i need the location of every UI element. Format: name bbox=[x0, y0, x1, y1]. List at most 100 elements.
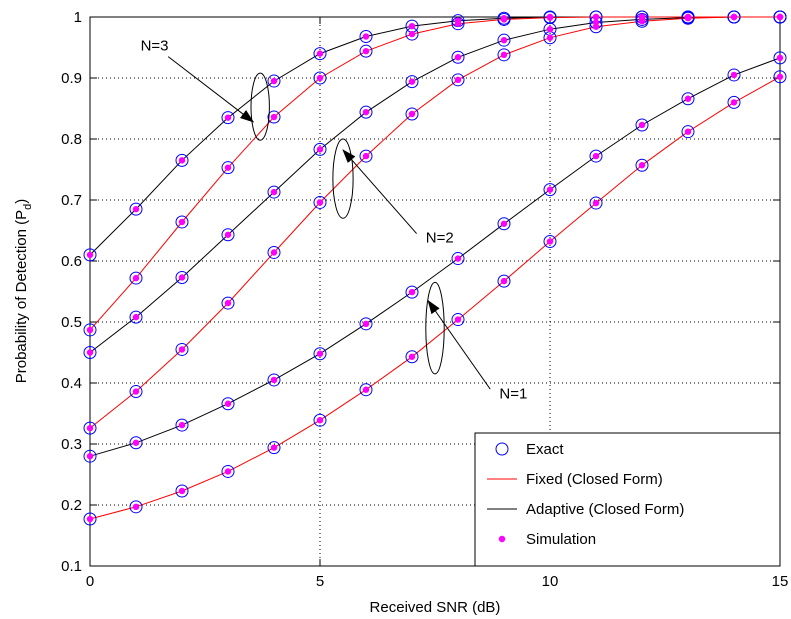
exact-marker bbox=[727, 95, 741, 109]
exact-marker bbox=[83, 449, 97, 463]
exact-marker bbox=[129, 310, 143, 324]
exact-marker bbox=[635, 158, 649, 172]
exact-marker bbox=[175, 484, 189, 498]
y-axis-label-main: Probability of Detection (P bbox=[13, 210, 30, 383]
simulation-marker bbox=[316, 417, 324, 424]
simulation-marker bbox=[86, 326, 94, 334]
annotations: N=3 N=2 N=1 bbox=[141, 38, 528, 403]
simulation-marker bbox=[178, 157, 186, 164]
simulation-marker bbox=[500, 220, 508, 227]
simulation-marker bbox=[270, 113, 278, 121]
simulation-marker bbox=[454, 54, 462, 61]
simulation-marker bbox=[362, 320, 370, 328]
simulation-marker bbox=[362, 386, 370, 393]
simulation-marker bbox=[362, 33, 370, 40]
simulation-marker bbox=[638, 13, 646, 21]
simulation-marker bbox=[224, 400, 232, 407]
simulation-marker bbox=[408, 353, 416, 360]
simulation-marker bbox=[270, 188, 278, 196]
simulation-marker bbox=[362, 108, 370, 116]
exact-marker bbox=[221, 228, 235, 242]
simulation-marker bbox=[86, 515, 94, 523]
simulation-marker bbox=[362, 47, 370, 55]
exact-marker bbox=[359, 383, 373, 397]
simulation-marker bbox=[454, 20, 462, 27]
exact-marker bbox=[267, 74, 281, 88]
simulation-marker bbox=[178, 346, 186, 353]
legend-marker-exact bbox=[495, 442, 509, 456]
simulation-marker bbox=[546, 238, 554, 245]
simulation-marker bbox=[362, 152, 370, 160]
simulation-marker bbox=[270, 77, 278, 85]
simulation-marker bbox=[454, 316, 462, 323]
simulation-marker bbox=[546, 26, 554, 33]
simulation-marker bbox=[86, 251, 94, 259]
simulation-marker bbox=[776, 13, 784, 21]
y-axis-label: Probability of Detection (Pd) bbox=[13, 199, 34, 384]
simulation-marker bbox=[500, 51, 508, 59]
y-axis-label-subscript: d bbox=[22, 204, 34, 210]
exact-marker bbox=[635, 118, 649, 132]
exact-marker bbox=[543, 234, 557, 248]
exact-marker bbox=[451, 313, 465, 327]
exact-marker bbox=[405, 107, 419, 121]
legend-label: Fixed (Closed Form) bbox=[526, 471, 663, 488]
exact-marker bbox=[497, 274, 511, 288]
simulation-marker bbox=[546, 186, 554, 193]
simulation-marker bbox=[132, 313, 140, 321]
series-line-fixed bbox=[89, 16, 780, 331]
exact-marker bbox=[83, 346, 97, 359]
exact-marker bbox=[773, 70, 787, 84]
exact-marker bbox=[83, 421, 97, 435]
simulation-marker bbox=[408, 78, 416, 85]
exact-marker bbox=[129, 385, 143, 399]
grid bbox=[90, 17, 780, 566]
y-tick-label: 0.9 bbox=[61, 70, 82, 87]
exact-marker bbox=[313, 195, 327, 209]
simulation-marker bbox=[546, 14, 554, 21]
series-line-fixed bbox=[89, 76, 781, 520]
simulation-marker bbox=[224, 299, 232, 307]
simulation-marker bbox=[408, 30, 416, 38]
exact-marker bbox=[267, 441, 281, 455]
y-tick-label: 0.3 bbox=[61, 436, 82, 453]
exact-marker bbox=[175, 215, 189, 229]
axis-ticks: 0 5 10 15 0.1 0.2 0.3 0.4 0.5 0.6 0.7 0.8 0.9 1 bbox=[61, 9, 788, 590]
series-line-fixed bbox=[89, 16, 780, 429]
simulation-marker bbox=[178, 218, 186, 226]
simulation-marker bbox=[86, 349, 94, 356]
exact-marker bbox=[175, 270, 189, 284]
legend: Exact Fixed (Closed Form) Adaptive (Closed… bbox=[474, 432, 781, 567]
exact-marker bbox=[83, 248, 97, 262]
exact-marker bbox=[313, 347, 327, 361]
simulation-marker bbox=[408, 22, 416, 30]
x-tick-label: 10 bbox=[542, 573, 559, 590]
exact-marker bbox=[129, 436, 143, 450]
exact-marker bbox=[359, 149, 373, 163]
exact-marker bbox=[221, 111, 235, 125]
exact-marker bbox=[451, 252, 465, 266]
simulation-marker bbox=[500, 277, 508, 285]
exact-marker bbox=[451, 73, 465, 87]
annotation-ellipse bbox=[425, 281, 445, 375]
x-tick-label: 5 bbox=[316, 573, 324, 590]
exact-marker bbox=[313, 142, 327, 156]
series-group bbox=[83, 10, 787, 526]
exact-marker bbox=[83, 323, 97, 337]
legend-marker-simulation bbox=[498, 535, 506, 543]
simulation-marker bbox=[316, 350, 324, 357]
exact-marker bbox=[175, 418, 189, 432]
y-tick-label: 0.1 bbox=[61, 558, 82, 575]
exact-marker bbox=[313, 71, 327, 85]
y-tick-label: 0.4 bbox=[61, 375, 82, 392]
exact-marker bbox=[497, 12, 511, 26]
exact-marker bbox=[773, 10, 787, 24]
exact-marker bbox=[681, 125, 695, 139]
simulation-marker bbox=[316, 199, 324, 206]
legend-label: Adaptive (Closed Form) bbox=[526, 501, 684, 518]
exact-marker bbox=[221, 464, 235, 478]
simulation-marker bbox=[224, 164, 232, 171]
simulation-marker bbox=[684, 13, 692, 21]
exact-marker bbox=[497, 33, 511, 47]
